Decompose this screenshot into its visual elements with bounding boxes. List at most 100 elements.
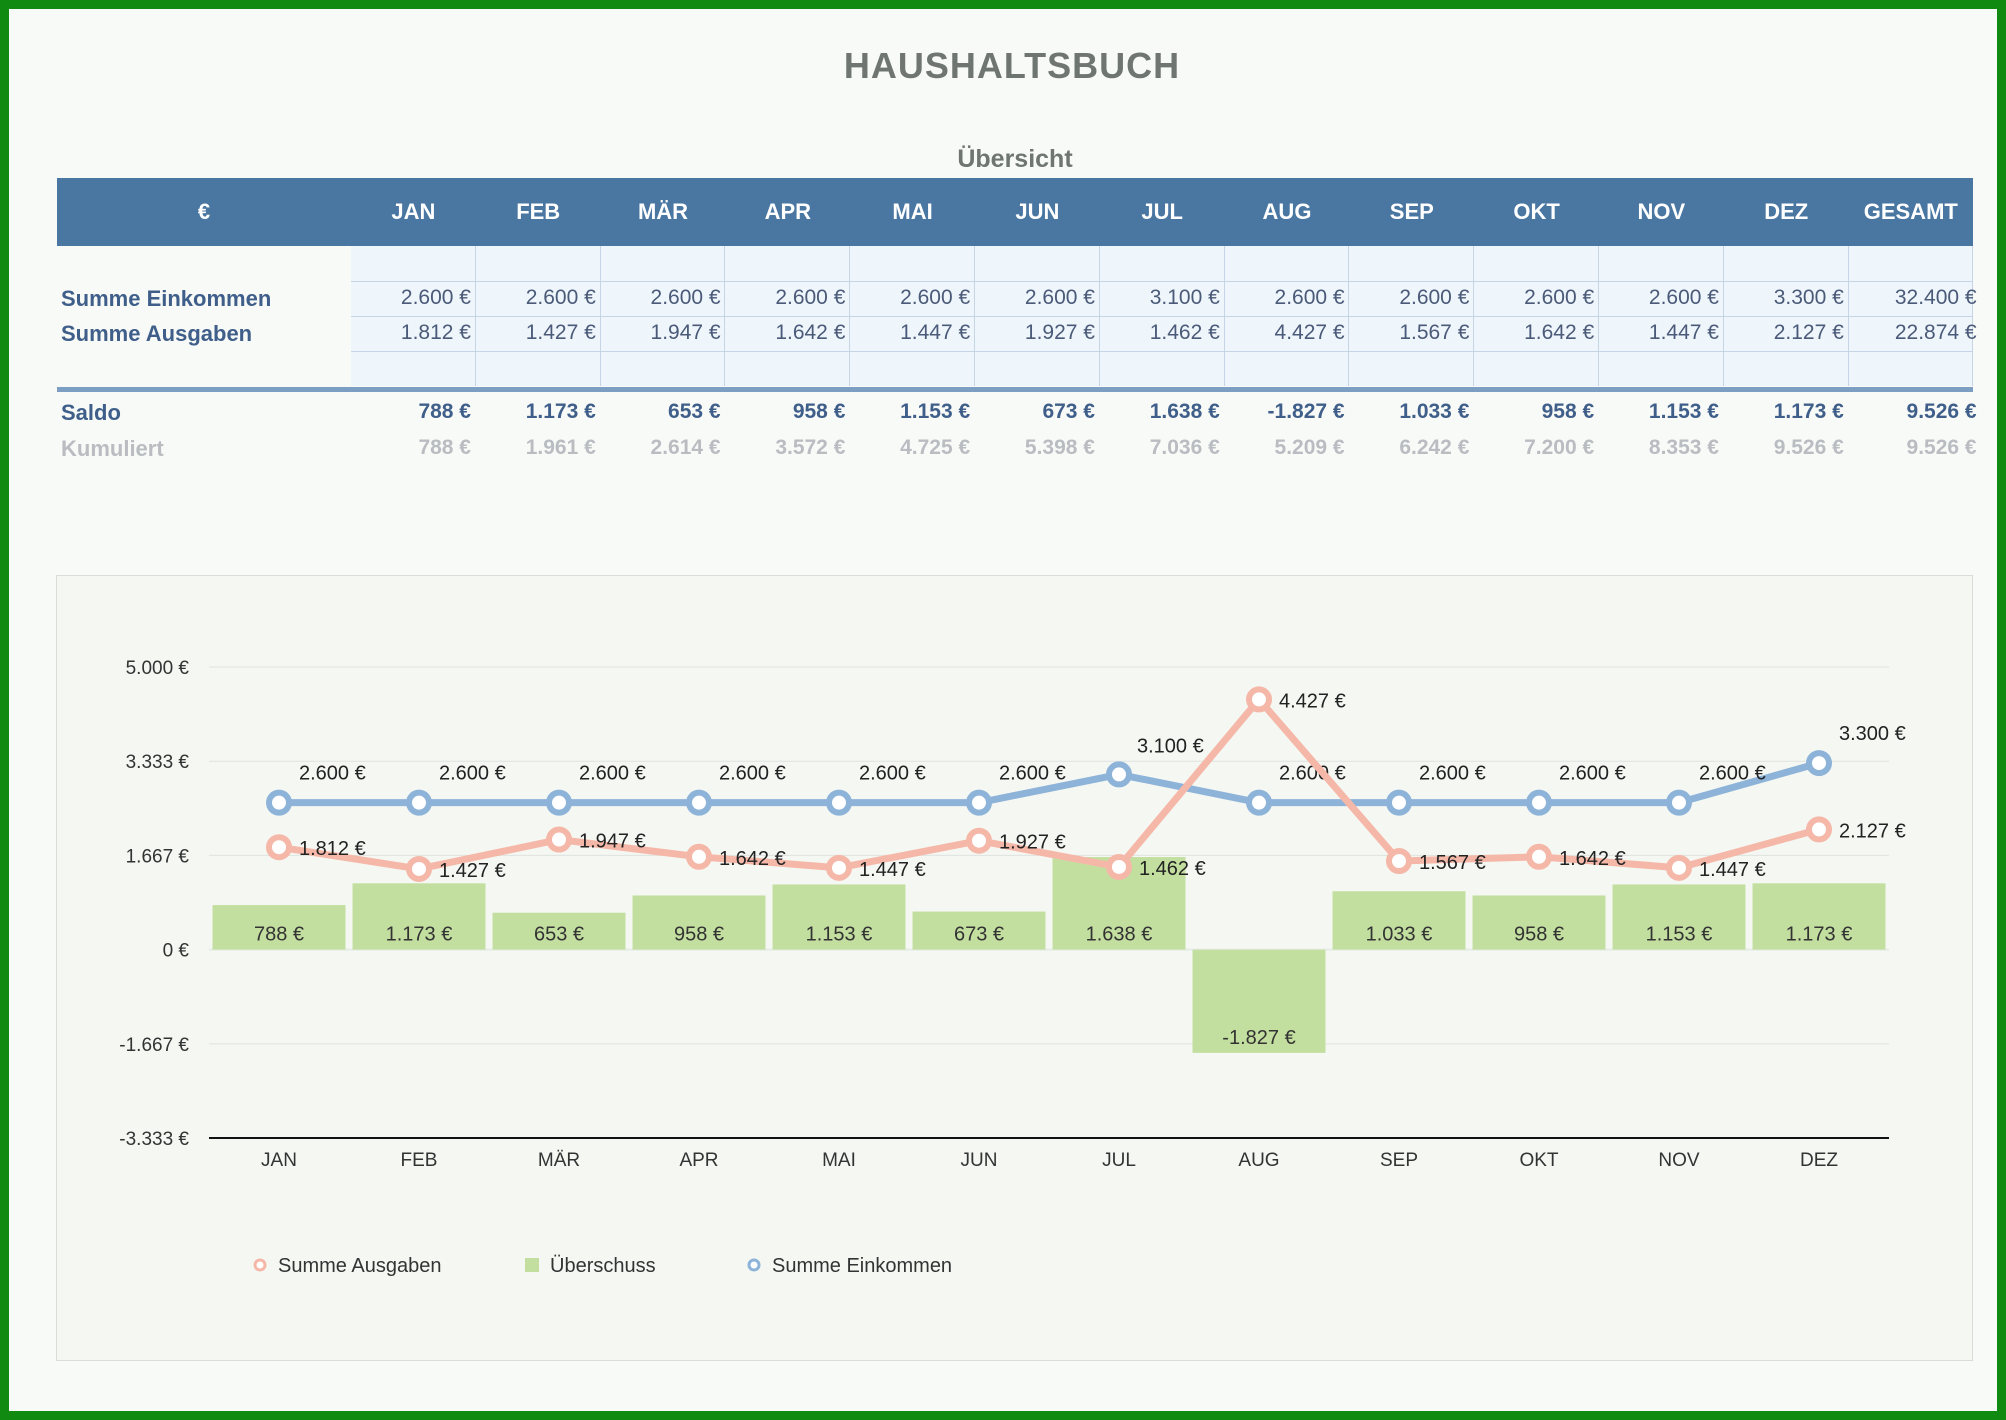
header-currency: € — [197, 199, 211, 224]
bar — [632, 895, 766, 950]
header-month: MÄR — [637, 199, 689, 224]
data-point — [406, 789, 432, 816]
bar — [1752, 883, 1886, 950]
kumuliert-value: 5.209 € — [1274, 436, 1345, 459]
line-value-label: 1.642 € — [1559, 848, 1626, 870]
data-point — [826, 789, 852, 816]
chart-container: 5.000 € 3.333 € 1.667 € 0 € -1.667 € -3.333 €… — [56, 575, 1973, 1361]
ausgaben-label: Summe Ausgaben — [61, 321, 253, 346]
saldo-value: 1.033 € — [1399, 400, 1470, 423]
header-month: DEZ — [1764, 199, 1809, 224]
bar — [912, 911, 1046, 950]
einkommen-value: 3.100 € — [1149, 286, 1220, 309]
data-point — [826, 854, 852, 881]
line-value-label: 2.600 € — [719, 763, 786, 785]
line-value-label: 1.947 € — [579, 831, 646, 853]
data-point — [1666, 854, 1692, 881]
legend-label: Überschuss — [550, 1255, 656, 1277]
kumuliert-value: 8.353 € — [1648, 436, 1719, 459]
overview-subtitle: Übersicht — [957, 145, 1073, 173]
bar — [1192, 949, 1326, 1053]
line-value-label: 2.127 € — [1839, 820, 1906, 842]
haushalt-chart: 5.000 € 3.333 € 1.667 € 0 € -1.667 € -3.333 €… — [119, 658, 1906, 1277]
line-value-label: 1.812 € — [299, 838, 366, 860]
kumuliert-value: 1.961 € — [525, 436, 596, 459]
einkommen-value: 2.600 € — [1274, 286, 1345, 309]
x-tick-label: OKT — [1519, 1150, 1558, 1171]
saldo-value: 958 € — [1541, 400, 1595, 423]
line-value-label: 1.642 € — [719, 848, 786, 870]
line-value-label: 2.600 € — [859, 763, 926, 785]
bar — [212, 905, 346, 950]
line-value-label: 2.600 € — [1419, 763, 1486, 785]
header-month: FEB — [516, 199, 561, 224]
data-point — [1386, 848, 1412, 875]
bar — [772, 884, 906, 950]
data-point — [1106, 853, 1132, 880]
bar — [1332, 891, 1466, 950]
line-value-label: 1.447 € — [1699, 859, 1766, 881]
line-value-label: 3.100 € — [1137, 735, 1204, 757]
line-value-label: 4.427 € — [1279, 690, 1346, 712]
bar-value-label: 653 € — [534, 924, 584, 946]
bar-value-label: 1.173 € — [386, 924, 453, 946]
page-title: HAUSHALTSBUCH — [843, 45, 1181, 86]
legend-marker-ausgaben — [253, 1258, 267, 1272]
table-header: € JAN FEB MÄR APR MAI JUN JUL AUG SEP OKT NOV DEZ GES… — [57, 178, 1973, 246]
ausgaben-value: 1.447 € — [900, 321, 971, 344]
y-tick-label: -1.667 € — [119, 1035, 189, 1056]
data-point — [1666, 789, 1692, 816]
header-month: APR — [764, 199, 812, 224]
x-tick-label: JUL — [1102, 1150, 1136, 1171]
line-value-label: 2.600 € — [579, 763, 646, 785]
saldo-divider — [57, 387, 1973, 392]
saldo-total: 9.526 € — [1906, 400, 1977, 423]
line-value-label: 1.427 € — [439, 860, 506, 882]
y-tick-label: 3.333 € — [126, 752, 190, 773]
x-tick-label: MAI — [822, 1150, 856, 1171]
einkommen-value: 2.600 € — [400, 286, 471, 309]
line-value-label: 2.600 € — [1559, 763, 1626, 785]
kumuliert-value: 5.398 € — [1024, 436, 1095, 459]
x-tick-label: DEZ — [1800, 1150, 1838, 1171]
data-point — [406, 855, 432, 882]
data-point — [1526, 789, 1552, 816]
bar-value-label: 958 € — [1514, 924, 1564, 946]
bar-value-label: 1.173 € — [1786, 924, 1853, 946]
grid-hline — [351, 316, 1973, 317]
einkommen-value: 2.600 € — [650, 286, 721, 309]
bar — [352, 883, 486, 950]
x-tick-label: JAN — [261, 1150, 297, 1171]
einkommen-value: 2.600 € — [775, 286, 846, 309]
data-point — [546, 789, 572, 816]
ausgaben-value: 2.127 € — [1773, 321, 1844, 344]
header-month: JUL — [1141, 199, 1183, 224]
saldo-value: 1.153 € — [1648, 400, 1719, 423]
ausgaben-value: 1.462 € — [1149, 321, 1220, 344]
legend-label: Summe Einkommen — [772, 1255, 952, 1277]
header-month: JAN — [391, 199, 436, 224]
kumuliert-value: 6.242 € — [1399, 436, 1470, 459]
saldo-value: 1.153 € — [900, 400, 971, 423]
kumuliert-value: 4.725 € — [900, 436, 971, 459]
saldo-value: -1.827 € — [1267, 400, 1345, 423]
ausgaben-value: 1.812 € — [400, 321, 471, 344]
bar-value-label: 1.153 € — [1646, 924, 1713, 946]
data-point — [686, 843, 712, 870]
einkommen-value: 3.300 € — [1773, 286, 1844, 309]
kumuliert-value: 7.036 € — [1149, 436, 1220, 459]
bar — [492, 912, 626, 950]
data-point — [686, 789, 712, 816]
bar-value-label: 1.638 € — [1086, 924, 1153, 946]
x-tick-label: AUG — [1238, 1150, 1279, 1171]
data-point — [966, 827, 992, 854]
ausgaben-value: 1.567 € — [1399, 321, 1470, 344]
x-tick-label: SEP — [1380, 1150, 1418, 1171]
x-tick-label: MÄR — [538, 1150, 580, 1171]
series-line — [279, 759, 1820, 807]
saldo-value: 653 € — [668, 400, 721, 423]
line-value-label: 2.600 € — [999, 763, 1066, 785]
bar-value-label: 1.153 € — [806, 924, 873, 946]
header-total: GESAMT — [1863, 199, 1958, 224]
data-point — [966, 789, 992, 816]
